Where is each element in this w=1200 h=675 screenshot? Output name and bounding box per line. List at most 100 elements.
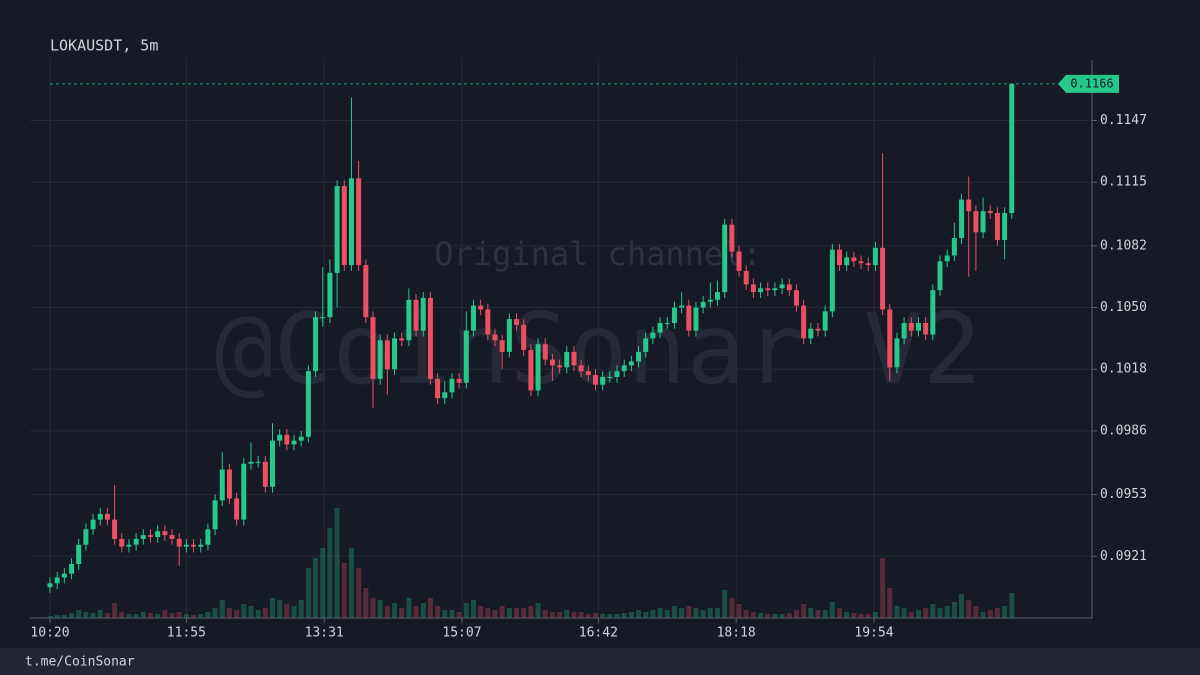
volume-bar (521, 608, 527, 618)
last-price-tag (1058, 74, 1119, 93)
candle-body (686, 305, 692, 331)
volume-bar (844, 612, 850, 618)
volume-bar (413, 606, 419, 618)
candle-body (54, 577, 60, 584)
volume-bar (514, 608, 520, 618)
volume-bar (865, 614, 871, 618)
candle-body (212, 500, 218, 530)
candle-body (643, 338, 649, 352)
volume-bar (191, 615, 197, 618)
y-tick-label: 0.1050 (1100, 300, 1147, 315)
candle-body (808, 328, 814, 339)
volume-bar (959, 594, 965, 618)
volume-bar (715, 608, 721, 618)
watermark: Original channel: @CoinSonar V2 (214, 235, 981, 407)
candle-body (334, 186, 340, 273)
candle-body (234, 498, 240, 520)
candle-body (528, 349, 534, 391)
volume-bar (578, 612, 584, 618)
volume-bar (442, 610, 448, 618)
volume-bar (162, 610, 168, 618)
candle-body (191, 544, 197, 547)
volume-bar (90, 613, 96, 618)
chart-title: LOKAUSDT, 5m (50, 37, 158, 55)
volume-bar (930, 604, 936, 618)
candle-body (987, 211, 993, 214)
volume-bar (542, 610, 548, 618)
candle-body (492, 334, 498, 341)
candle-body (722, 224, 728, 293)
candle-body (456, 378, 462, 383)
volume-bar (786, 613, 792, 618)
watermark-line: Original channel: (434, 235, 762, 273)
candle-body (966, 199, 972, 212)
volume-bar (348, 548, 354, 618)
candle-body (772, 288, 778, 291)
volume-bar (327, 528, 333, 618)
volume-bar (693, 608, 699, 618)
volume-bar (147, 613, 153, 618)
volume-bar (334, 508, 340, 618)
volume-bar (406, 598, 412, 618)
candle-body (406, 299, 412, 341)
candle-body (923, 322, 929, 335)
candle-body (535, 344, 541, 391)
candle-body (442, 392, 448, 399)
volume-bar (176, 612, 182, 618)
candle-body (765, 288, 771, 291)
volume-bar (69, 613, 75, 618)
candle-body (147, 535, 153, 538)
candle-body (707, 299, 713, 302)
volume-bar (341, 563, 347, 618)
volume-bar (370, 598, 376, 618)
volume-bar (837, 608, 843, 618)
candle-body (829, 249, 835, 312)
volume-bar (901, 608, 907, 618)
volume-bar (226, 608, 232, 618)
volume-bar (671, 606, 677, 618)
candle-body (959, 199, 965, 239)
volume-bar (291, 606, 297, 618)
volume-bar (212, 608, 218, 618)
candle-body (671, 307, 677, 323)
candle-body (951, 238, 957, 256)
candle-body (980, 211, 986, 233)
volume-bar (363, 588, 369, 618)
candle-body (133, 538, 139, 545)
y-tick-label: 0.0986 (1100, 423, 1147, 438)
volume-bar (571, 612, 577, 618)
volume-bar (980, 612, 986, 618)
candle-body (320, 317, 326, 319)
candle-body (370, 317, 376, 379)
candle-body (758, 288, 764, 293)
volume-bar (1002, 606, 1008, 618)
candle-body (944, 255, 950, 262)
volume-bar (621, 613, 627, 618)
candle-body (750, 284, 756, 293)
candle-body (478, 305, 484, 310)
volume-bar (478, 606, 484, 618)
footer-bar (0, 648, 1200, 675)
volume-bar (664, 610, 670, 618)
volume-bar (234, 610, 240, 618)
volume-bar (528, 606, 534, 618)
volume-bar (126, 614, 132, 618)
candle-body (47, 583, 53, 588)
candle-body (578, 365, 584, 372)
candle-body (399, 338, 405, 341)
candle-body (693, 307, 699, 331)
y-tick-label: 0.1147 (1100, 113, 1147, 128)
volume-bar (994, 608, 1000, 618)
y-tick-label: 0.1115 (1100, 175, 1147, 190)
candle-body (779, 284, 785, 289)
volume-bar (607, 614, 613, 618)
candle-body (557, 365, 563, 368)
volume-bar (614, 614, 620, 618)
volume-bar (815, 610, 821, 618)
volume-bar (987, 610, 993, 618)
candle-body (994, 213, 1000, 241)
candle-body (585, 371, 591, 376)
y-tick-label: 0.1082 (1100, 238, 1147, 253)
volume-bar (205, 612, 211, 618)
candle-body (499, 340, 505, 352)
